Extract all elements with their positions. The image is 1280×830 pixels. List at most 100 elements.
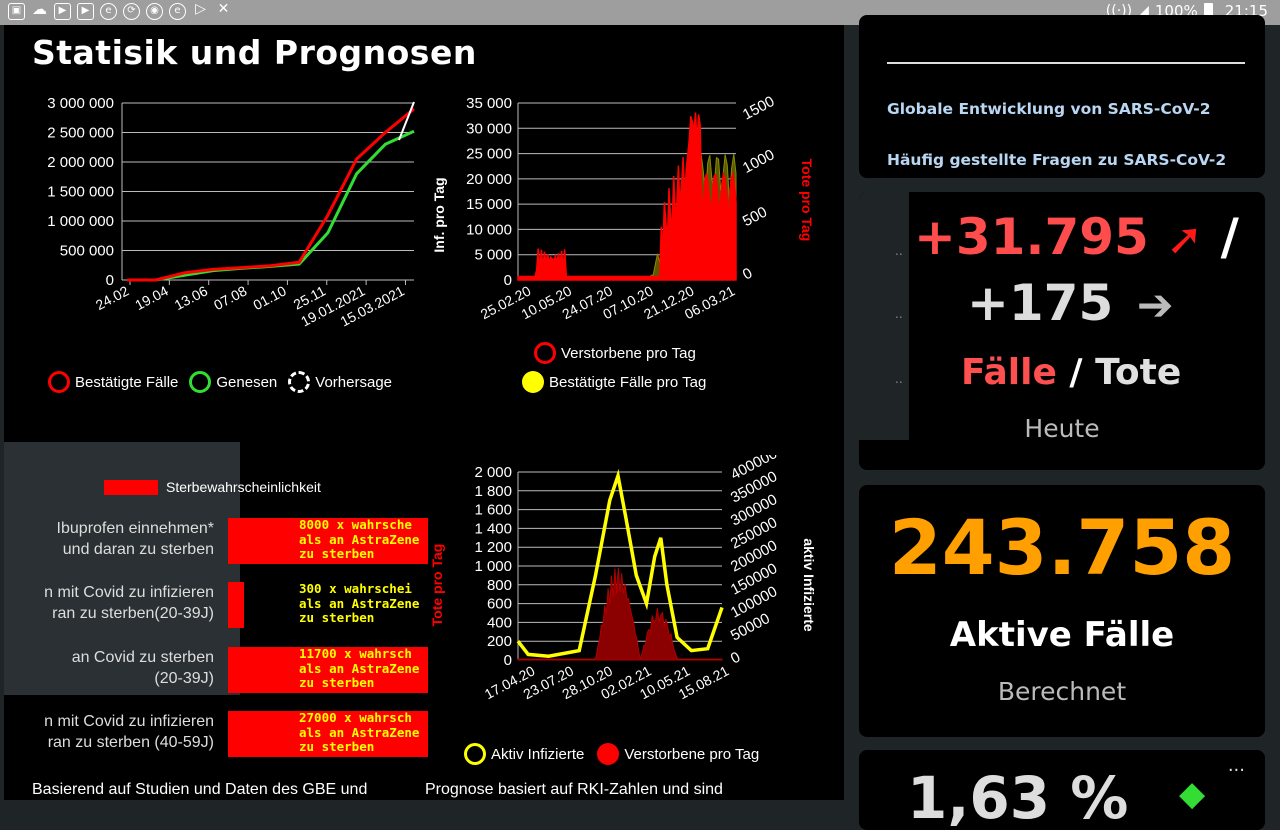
youtube-icon-2: ▶ xyxy=(77,3,94,20)
satellite-icon: ✕ xyxy=(217,1,230,17)
y-tick-label: 30 000 xyxy=(466,120,512,137)
risk-bar-label-line: 300 x wahrschei xyxy=(299,582,412,596)
today-label-row: Fälle / Tote xyxy=(961,352,1181,393)
y-tick-label: 1 000 xyxy=(474,558,512,575)
risk-legend-swatch xyxy=(104,479,158,495)
x-tick-label: 19.04 xyxy=(132,282,171,313)
risk-bar-label: 27000 x wahrsch als an AstraZene zu sterbe… xyxy=(299,711,429,755)
risk-row-label-line2: ran zu sterben (40-59J) xyxy=(47,734,214,751)
link-faq[interactable]: Häufig gestellte Fragen zu SARS-CoV-2 xyxy=(887,151,1227,169)
active-y2label: aktiv Infizierte xyxy=(801,538,817,632)
series-area-deaths xyxy=(517,567,723,661)
divider xyxy=(887,62,1245,64)
daily-y2label: Tote pro Tag xyxy=(799,159,815,242)
y2-tick-label: 1000 xyxy=(740,146,777,177)
legend-marker-deaths-2 xyxy=(597,743,620,765)
y-tick-label: 800 xyxy=(487,577,512,594)
rate-value: 1,63 % xyxy=(907,764,1129,830)
y-tick-label: 0 xyxy=(504,272,512,289)
today-label-cases: Fälle xyxy=(961,352,1057,393)
today-slash: / xyxy=(1220,208,1239,266)
y-tick-label: 1 400 xyxy=(474,520,512,537)
signal-icon: ◢ xyxy=(1138,3,1149,19)
x-tick-label: 07.08 xyxy=(211,282,250,313)
active-chart: 2 000 1 800 1 600 1 400 1 200 1 000 800 600 400 2… xyxy=(424,455,834,755)
youtube-icon: ▶ xyxy=(54,3,71,20)
y-tick-label: 25 000 xyxy=(466,146,512,163)
risk-row-label-line2: (20-39J) xyxy=(154,670,214,687)
card-sidebar xyxy=(859,192,909,440)
risk-row-label: n mit Covid zu infizieren ran zu sterben(… xyxy=(44,582,214,624)
y-tick-label: 0 xyxy=(504,652,512,669)
y-tick-label: 5 000 xyxy=(474,247,512,264)
risk-row-label: Ibuprofen einnehmen* und daran zu sterben xyxy=(57,518,214,560)
risk-row-label: n mit Covid zu infizieren ran zu sterben … xyxy=(44,711,214,753)
legend-label-deaths: Verstorbene pro Tag xyxy=(561,344,696,362)
links-card: Globale Entwicklung von SARS-CoV-2 Häufi… xyxy=(859,15,1265,178)
risk-bar-label-line: zu sterben xyxy=(299,546,375,561)
risk-bar xyxy=(228,711,428,757)
today-deaths-row: +175 ➔ xyxy=(967,274,1174,332)
risk-bar-label-line: 27000 x wahrsch xyxy=(299,711,412,725)
legend-label-recovered: Genesen xyxy=(216,373,278,391)
y2-tick-label: 0 xyxy=(728,649,743,668)
y-tick-label: 1 000 000 xyxy=(47,213,114,230)
daily-chart-svg: 35 000 30 000 25 000 20 000 15 000 10 000 5 00… xyxy=(431,93,815,322)
statistics-panel: Statisik und Prognosen 3 000 000 2 500 00… xyxy=(4,25,844,800)
y-tick-label: 0 xyxy=(106,272,114,289)
menu-dots-icon[interactable]: ··· xyxy=(1227,760,1245,781)
risk-bar xyxy=(228,582,244,628)
y-tick-label: 1 500 000 xyxy=(47,184,114,201)
daily-legend-cases: Bestätigte Fälle pro Tag xyxy=(522,371,706,393)
trend-up-icon: ➚ xyxy=(1166,214,1204,265)
risk-row-label-line2: ran zu sterben(20-39J) xyxy=(52,605,214,622)
cumulative-legend: Bestätigte Fälle Genesen Vorhersage xyxy=(48,371,392,393)
active-cases-sub: Berechnet xyxy=(997,677,1127,706)
y2-tick-label: 1500 xyxy=(740,93,777,124)
legend-label-forecast: Vorhersage xyxy=(315,373,393,391)
risk-row-label-line1: an Covid zu sterben xyxy=(71,649,214,666)
y-tick-label: 2 000 000 xyxy=(47,154,114,171)
cumulative-chart: 3 000 000 2 500 000 2 000 000 1 500 000 1 00… xyxy=(4,90,424,340)
series-line-bestaetigte-faelle xyxy=(127,107,415,282)
sync-icon: ⟳ xyxy=(123,3,140,20)
legend-label-deaths-2: Verstorbene pro Tag xyxy=(624,745,760,763)
daily-ylabel: Inf. pro Tag xyxy=(431,177,447,252)
dots-icon-2: .. xyxy=(895,307,903,321)
risk-bar-label-line: als an AstraZene xyxy=(299,660,420,676)
y-tick-label: 400 xyxy=(487,614,512,631)
y-tick-label: 1 200 xyxy=(474,539,512,556)
play-store-icon: ▷ xyxy=(195,1,206,17)
risk-row-label: an Covid zu sterben (20-39J) xyxy=(72,647,214,689)
dots-icon-3: .. xyxy=(895,372,903,386)
daily-chart: 35 000 30 000 25 000 20 000 15 000 10 000 5 00… xyxy=(424,90,834,340)
risk-row-label-line1: Ibuprofen einnehmen* xyxy=(56,520,214,537)
risk-row: n mit Covid zu infizieren ran zu sterben(… xyxy=(4,582,434,632)
risk-row: an Covid zu sterben (20-39J) 11700 x wahrs… xyxy=(4,647,434,697)
battery-icon xyxy=(1203,3,1213,19)
y2-tick-label: 0 xyxy=(740,265,755,284)
today-label-deaths: Tote xyxy=(1095,352,1182,393)
risk-bar xyxy=(228,647,428,693)
y-tick-label: 500 000 xyxy=(60,243,114,260)
cloud-icon: ☁ xyxy=(32,0,47,18)
risk-row-label-line2: und daran zu sterben xyxy=(62,541,214,558)
edge-icon: e xyxy=(100,3,117,20)
today-deaths-value: +175 xyxy=(967,274,1114,332)
link-global-development[interactable]: Globale Entwicklung von SARS-CoV-2 xyxy=(887,100,1211,118)
risk-bar-label-line: 11700 x wahrsch xyxy=(299,647,412,661)
risk-bar-label: 11700 x wahrsch als an AstraZene zu sterbe… xyxy=(299,647,429,691)
x-tick-label: 13.06 xyxy=(172,282,211,313)
right-column: Globale Entwicklung von SARS-CoV-2 Häufi… xyxy=(844,15,1280,830)
cumulative-chart-svg: 3 000 000 2 500 000 2 000 000 1 500 000 1 00… xyxy=(47,95,415,330)
legend-label-confirmed: Bestätigte Fälle xyxy=(75,373,179,391)
series-area-deaths-per-day xyxy=(517,112,737,281)
daily-legend-deaths: Verstorbene pro Tag xyxy=(534,342,696,364)
x-tick-label: 01.10 xyxy=(250,282,289,313)
risk-bar-label: 8000 x wahrsche als an AstraZene zu sterbe… xyxy=(299,518,429,562)
risk-row: n mit Covid zu infizieren ran zu sterben … xyxy=(4,711,434,761)
y-tick-label: 3 000 000 xyxy=(47,95,114,112)
y-tick-label: 600 xyxy=(487,596,512,613)
today-card: .. .. .. +31.795 ➚ / +175 ➔ Fälle / Tote… xyxy=(859,192,1265,470)
risk-row: Ibuprofen einnehmen* und daran zu sterben… xyxy=(4,518,434,568)
